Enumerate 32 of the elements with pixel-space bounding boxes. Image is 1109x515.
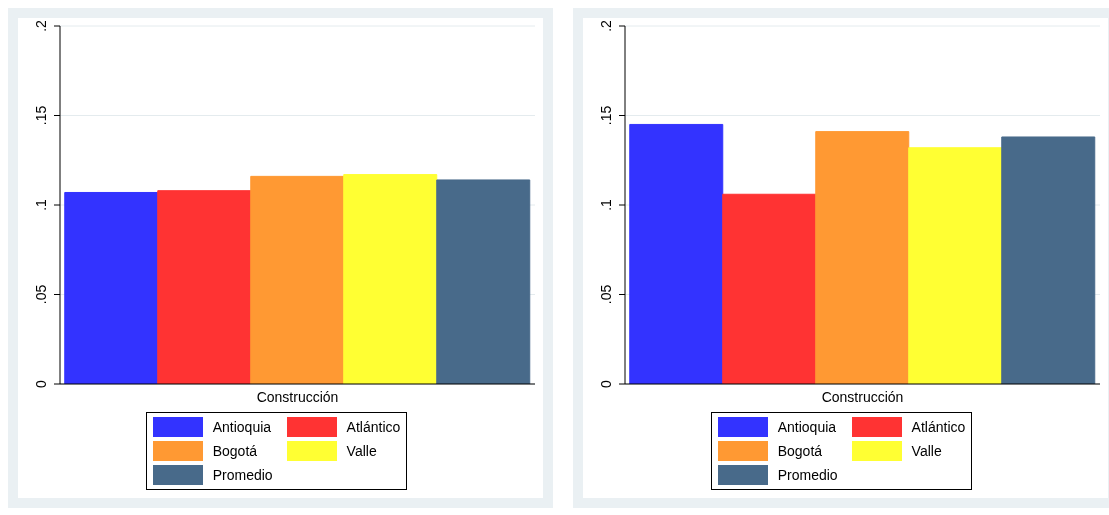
- legend-label: Promedio: [212, 467, 273, 483]
- bar: [629, 123, 724, 384]
- bar: [908, 147, 1003, 384]
- legend-label: Atlántico: [911, 419, 966, 435]
- legend-label: Bogotá: [212, 443, 258, 459]
- bar: [343, 174, 438, 384]
- bar: [722, 193, 817, 384]
- x-tick-label: Construcción: [821, 388, 904, 405]
- y-tick-label: .15: [598, 105, 614, 126]
- legend-label: Valle: [346, 443, 377, 459]
- bar: [157, 190, 252, 384]
- y-tick-label: .15: [33, 105, 49, 126]
- legend-label: Valle: [911, 443, 942, 459]
- y-tick-label: .2: [33, 19, 49, 32]
- y-tick-label: .05: [598, 284, 614, 305]
- bar: [64, 191, 159, 384]
- x-tick-label: Construcción: [256, 388, 339, 405]
- bar: [250, 175, 345, 384]
- y-tick-label: 0: [33, 379, 49, 388]
- y-tick-label: .05: [33, 284, 49, 305]
- legend-label: Antioquia: [777, 419, 837, 435]
- legend-label: Atlántico: [346, 419, 401, 435]
- y-tick-label: .1: [598, 198, 614, 211]
- bar: [1001, 136, 1096, 384]
- legend-label: Bogotá: [777, 443, 823, 459]
- y-tick-label: .1: [33, 198, 49, 211]
- y-tick-label: 0: [598, 379, 614, 388]
- bar: [436, 179, 531, 384]
- y-tick-label: .2: [598, 19, 614, 32]
- bar: [815, 131, 910, 384]
- legend-label: Antioquia: [212, 419, 272, 435]
- legend-label: Promedio: [777, 467, 838, 483]
